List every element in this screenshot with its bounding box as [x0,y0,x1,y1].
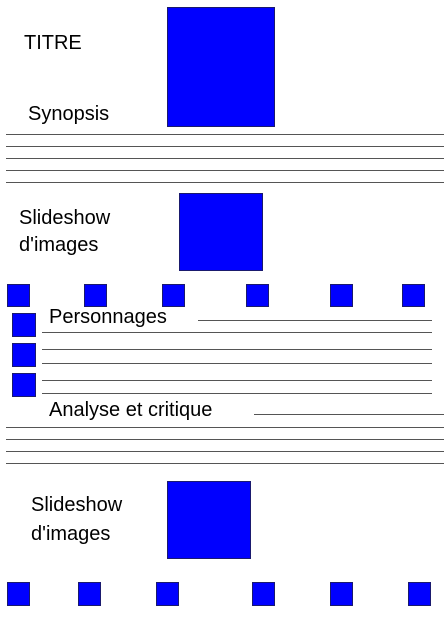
slideshow-main-image [179,193,263,271]
text-line [6,170,444,171]
character-avatar [12,373,36,397]
slideshow-thumbnail[interactable] [252,582,275,606]
text-line [6,427,444,428]
slideshow-thumbnail[interactable] [7,582,30,606]
text-line [6,134,444,135]
slideshow-thumbnail[interactable] [330,582,353,606]
slideshow-thumbnail[interactable] [162,284,185,307]
slideshow-thumbnail[interactable] [7,284,30,307]
text-line [6,182,444,183]
text-line [42,349,432,350]
page-title: TITRE [24,32,82,54]
text-line [6,463,444,464]
poster-image-placeholder [167,7,275,127]
text-line [6,451,444,452]
text-line [42,332,432,333]
slideshow-main-image [167,481,251,559]
text-line [6,439,444,440]
slideshow-thumbnail[interactable] [402,284,425,307]
slideshow-heading-line1: Slideshow [31,494,123,516]
text-line [6,146,444,147]
slideshow-heading-line2: d'images [31,523,111,545]
text-line [6,158,444,159]
heading-rule [254,414,444,415]
character-avatar [12,313,36,337]
text-line [42,380,432,381]
synopsis-heading: Synopsis [28,103,110,125]
slideshow-heading-line1: Slideshow [19,207,111,229]
text-line [42,393,432,394]
heading-rule [198,320,432,321]
text-line [42,363,432,364]
slideshow-thumbnail[interactable] [78,582,101,606]
slideshow-thumbnail[interactable] [330,284,353,307]
slideshow-thumbnail[interactable] [84,284,107,307]
analysis-heading: Analyse et critique [49,399,213,421]
slideshow-heading-line2: d'images [19,234,99,256]
slideshow-thumbnail[interactable] [408,582,431,606]
character-avatar [12,343,36,367]
slideshow-thumbnail[interactable] [156,582,179,606]
characters-heading: Personnages [49,306,167,328]
slideshow-thumbnail[interactable] [246,284,269,307]
